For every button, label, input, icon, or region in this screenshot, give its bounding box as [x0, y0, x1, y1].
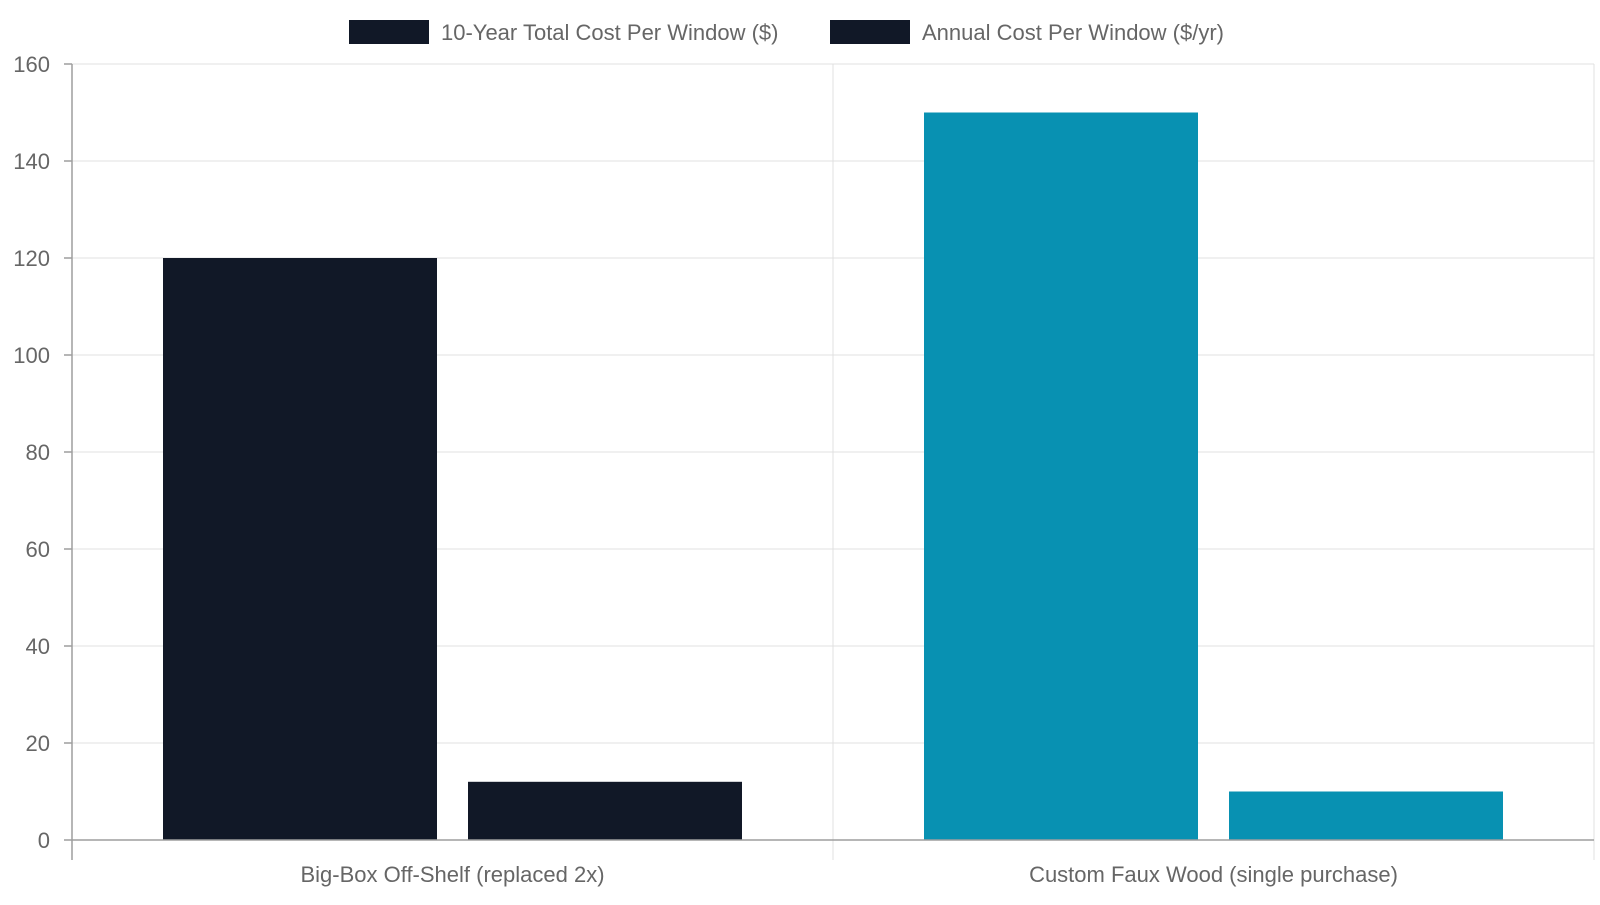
y-tick-label-60: 60 — [26, 537, 50, 562]
y-tick-label-40: 40 — [26, 634, 50, 659]
x-axis-labels: Big-Box Off-Shelf (replaced 2x) Custom F… — [300, 862, 1397, 887]
legend-label-series-2[interactable]: Annual Cost Per Window ($/yr) — [922, 20, 1224, 45]
axes — [71, 64, 1594, 860]
y-tick-label-120: 120 — [13, 246, 50, 271]
legend-label-series-1[interactable]: 10-Year Total Cost Per Window ($) — [441, 20, 779, 45]
bar-cat1-series2[interactable] — [468, 781, 742, 840]
y-tick-label-80: 80 — [26, 440, 50, 465]
y-tick-label-0: 0 — [38, 828, 50, 853]
bars — [163, 112, 1503, 841]
category-label-custom-faux-wood: Custom Faux Wood (single purchase) — [1029, 862, 1398, 887]
y-tick-label-140: 140 — [13, 149, 50, 174]
y-tick-label-20: 20 — [26, 731, 50, 756]
y-axis-ticks: 0 20 40 60 80 100 120 140 160 — [13, 52, 72, 853]
y-tick-label-100: 100 — [13, 343, 50, 368]
legend: 10-Year Total Cost Per Window ($) Annual… — [349, 20, 1224, 45]
y-tick-label-160: 160 — [13, 52, 50, 77]
bar-cat1-series1[interactable] — [163, 258, 437, 840]
bar-cat2-series1[interactable] — [924, 112, 1198, 841]
legend-swatch-series-1[interactable] — [349, 20, 429, 44]
legend-swatch-series-2[interactable] — [830, 20, 910, 44]
category-label-big-box: Big-Box Off-Shelf (replaced 2x) — [300, 862, 604, 887]
bar-cat2-series2[interactable] — [1229, 791, 1503, 841]
